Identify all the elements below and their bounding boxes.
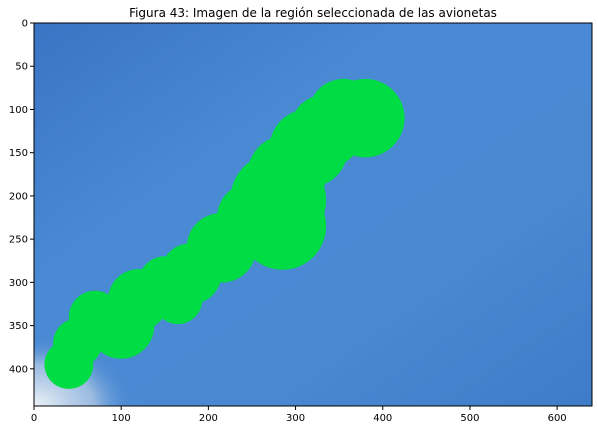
y-tick-label: 0 <box>22 19 28 30</box>
x-tick-label: 100 <box>112 413 131 424</box>
y-tick-label: 400 <box>9 364 28 375</box>
region-blob <box>44 340 94 389</box>
x-tick-label: 300 <box>286 413 305 424</box>
selected-region <box>44 78 405 389</box>
y-axis: 0 50 100 150 200 250 300 350 400 <box>9 19 34 375</box>
y-tick-label: 100 <box>9 105 28 116</box>
chart-title: Figura 43: Imagen de la región seleccion… <box>129 6 497 20</box>
x-tick-label: 500 <box>460 413 479 424</box>
x-tick-label: 200 <box>199 413 218 424</box>
x-tick-label: 600 <box>548 413 567 424</box>
x-axis: 0 100 200 300 400 500 600 <box>31 406 567 424</box>
y-tick-label: 200 <box>9 191 28 202</box>
y-tick-label: 300 <box>9 278 28 289</box>
axes-frame <box>33 22 593 407</box>
y-tick-label: 50 <box>15 62 28 73</box>
y-tick-label: 350 <box>9 321 28 332</box>
image-area <box>34 23 592 406</box>
x-tick-label: 400 <box>373 413 392 424</box>
y-tick-label: 150 <box>9 148 28 159</box>
y-tick-label: 250 <box>9 235 28 246</box>
x-tick-label: 0 <box>31 413 37 424</box>
